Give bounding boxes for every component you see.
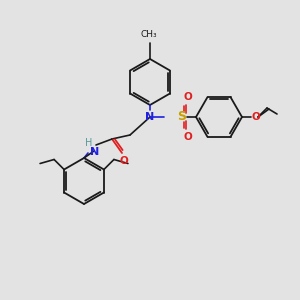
Text: O: O — [184, 132, 192, 142]
Text: N: N — [146, 112, 154, 122]
Text: H: H — [85, 138, 93, 148]
Text: N: N — [90, 147, 100, 157]
Text: O: O — [120, 156, 128, 166]
Text: O: O — [251, 112, 260, 122]
Text: S: S — [178, 110, 187, 124]
Text: O: O — [184, 92, 192, 102]
Text: CH₃: CH₃ — [141, 30, 157, 39]
